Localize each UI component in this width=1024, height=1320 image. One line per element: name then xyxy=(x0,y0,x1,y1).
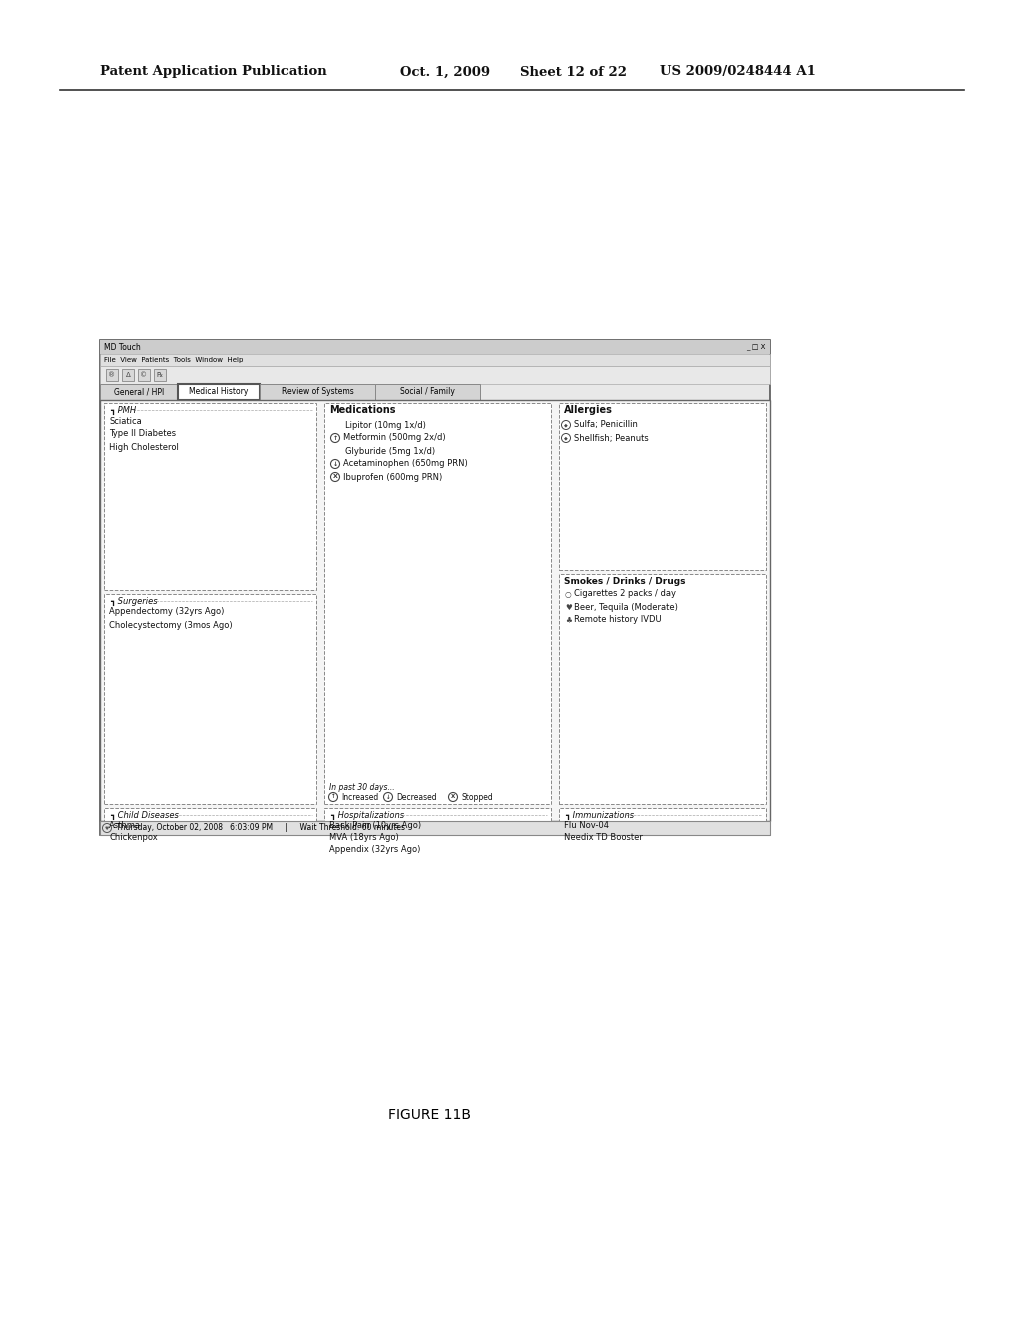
Text: Lipitor (10mg 1x/d): Lipitor (10mg 1x/d) xyxy=(345,421,426,429)
Text: Increased: Increased xyxy=(341,792,378,801)
Text: General / HPI: General / HPI xyxy=(114,388,164,396)
Text: Ibuprofen (600mg PRN): Ibuprofen (600mg PRN) xyxy=(343,473,442,482)
Text: In past 30 days...: In past 30 days... xyxy=(329,783,394,792)
Bar xyxy=(324,808,551,821)
Text: Appendectomy (32yrs Ago): Appendectomy (32yrs Ago) xyxy=(109,607,224,616)
Bar xyxy=(260,384,375,400)
Text: Shellfish; Peanuts: Shellfish; Peanuts xyxy=(574,433,649,442)
Text: ┓ Surgeries: ┓ Surgeries xyxy=(110,597,158,606)
Bar xyxy=(559,403,766,570)
Text: Patent Application Publication: Patent Application Publication xyxy=(100,66,327,78)
Text: ┓ Hospitalizations: ┓ Hospitalizations xyxy=(330,810,404,820)
Bar xyxy=(100,341,770,836)
Text: ♣: ♣ xyxy=(565,615,571,624)
Bar xyxy=(100,354,770,366)
Bar xyxy=(154,370,166,381)
Text: Medical History: Medical History xyxy=(189,388,249,396)
Text: Back Pain (10yrs Ago): Back Pain (10yrs Ago) xyxy=(329,821,421,830)
Text: Oct. 1, 2009: Oct. 1, 2009 xyxy=(400,66,490,78)
Text: Sheet 12 of 22: Sheet 12 of 22 xyxy=(520,66,627,78)
Text: Sulfa; Penicillin: Sulfa; Penicillin xyxy=(574,421,638,429)
Text: X: X xyxy=(333,474,338,479)
Text: Acetaminophen (650mg PRN): Acetaminophen (650mg PRN) xyxy=(343,459,468,469)
Text: ┓ Immunizations: ┓ Immunizations xyxy=(565,810,634,820)
Bar xyxy=(106,370,118,381)
Text: File  View  Patients  Tools  Window  Help: File View Patients Tools Window Help xyxy=(104,356,244,363)
Bar xyxy=(559,574,766,804)
Text: Beer, Tequila (Moderate): Beer, Tequila (Moderate) xyxy=(574,602,678,611)
Text: Thursday, October 02, 2008   6:03:09 PM     |     Wait Threshold: 60 minutes: Thursday, October 02, 2008 6:03:09 PM | … xyxy=(116,824,406,833)
Bar xyxy=(100,341,770,354)
Bar xyxy=(104,594,316,804)
Bar xyxy=(324,403,551,804)
Bar xyxy=(100,821,770,836)
Text: US 2009/0248444 A1: US 2009/0248444 A1 xyxy=(660,66,816,78)
Text: Cholecystectomy (3mos Ago): Cholecystectomy (3mos Ago) xyxy=(109,620,232,630)
Text: ◆: ◆ xyxy=(564,422,568,428)
Text: ↑: ↑ xyxy=(333,436,338,441)
Text: ↑: ↑ xyxy=(331,795,335,800)
Bar xyxy=(104,808,316,821)
Text: MD Touch: MD Touch xyxy=(104,342,140,351)
Text: Appendix (32yrs Ago): Appendix (32yrs Ago) xyxy=(329,846,421,854)
Text: Review of Systems: Review of Systems xyxy=(282,388,353,396)
Text: Asthma: Asthma xyxy=(109,821,141,830)
Text: ©: © xyxy=(140,372,147,378)
Text: X: X xyxy=(451,795,455,800)
Text: Metformin (500mg 2x/d): Metformin (500mg 2x/d) xyxy=(343,433,445,442)
Text: ♥: ♥ xyxy=(565,602,571,611)
Bar xyxy=(178,384,260,400)
Text: MVA (18yrs Ago): MVA (18yrs Ago) xyxy=(329,833,398,842)
Text: Flu Nov-04: Flu Nov-04 xyxy=(564,821,609,830)
Text: Medications: Medications xyxy=(329,405,395,414)
Bar xyxy=(138,370,150,381)
Bar xyxy=(375,384,480,400)
Text: FIGURE 11B: FIGURE 11B xyxy=(388,1107,471,1122)
Text: Sciatica: Sciatica xyxy=(109,417,141,425)
Text: Social / Family: Social / Family xyxy=(400,388,455,396)
Bar xyxy=(104,403,316,590)
Bar xyxy=(122,370,134,381)
Text: Glyburide (5mg 1x/d): Glyburide (5mg 1x/d) xyxy=(345,446,435,455)
Text: High Cholesterol: High Cholesterol xyxy=(109,442,179,451)
Text: Remote history IVDU: Remote history IVDU xyxy=(574,615,662,624)
Text: Needix TD Booster: Needix TD Booster xyxy=(564,833,643,842)
Text: ◆: ◆ xyxy=(564,436,568,441)
Text: ┓ PMH: ┓ PMH xyxy=(110,405,136,414)
Text: Smokes / Drinks / Drugs: Smokes / Drinks / Drugs xyxy=(564,577,685,586)
Text: Chickenpox: Chickenpox xyxy=(109,833,158,842)
Text: ○: ○ xyxy=(565,590,571,598)
Text: ♥: ♥ xyxy=(104,825,110,830)
Bar xyxy=(100,366,770,384)
Text: Δ: Δ xyxy=(126,372,130,378)
Text: Allergies: Allergies xyxy=(564,405,613,414)
Text: Cigarettes 2 packs / day: Cigarettes 2 packs / day xyxy=(574,590,676,598)
Text: Type II Diabetes: Type II Diabetes xyxy=(109,429,176,438)
Text: ↓: ↓ xyxy=(386,795,390,800)
Bar xyxy=(559,808,766,821)
Bar xyxy=(100,384,178,400)
Text: Stopped: Stopped xyxy=(461,792,493,801)
Text: _ □ X: _ □ X xyxy=(745,343,765,350)
Text: ®: ® xyxy=(109,372,116,378)
Text: ┓ Child Diseases: ┓ Child Diseases xyxy=(110,810,179,820)
Text: ↓: ↓ xyxy=(333,462,338,466)
Text: ℞: ℞ xyxy=(157,372,163,378)
Text: Decreased: Decreased xyxy=(396,792,436,801)
Bar xyxy=(100,400,770,821)
